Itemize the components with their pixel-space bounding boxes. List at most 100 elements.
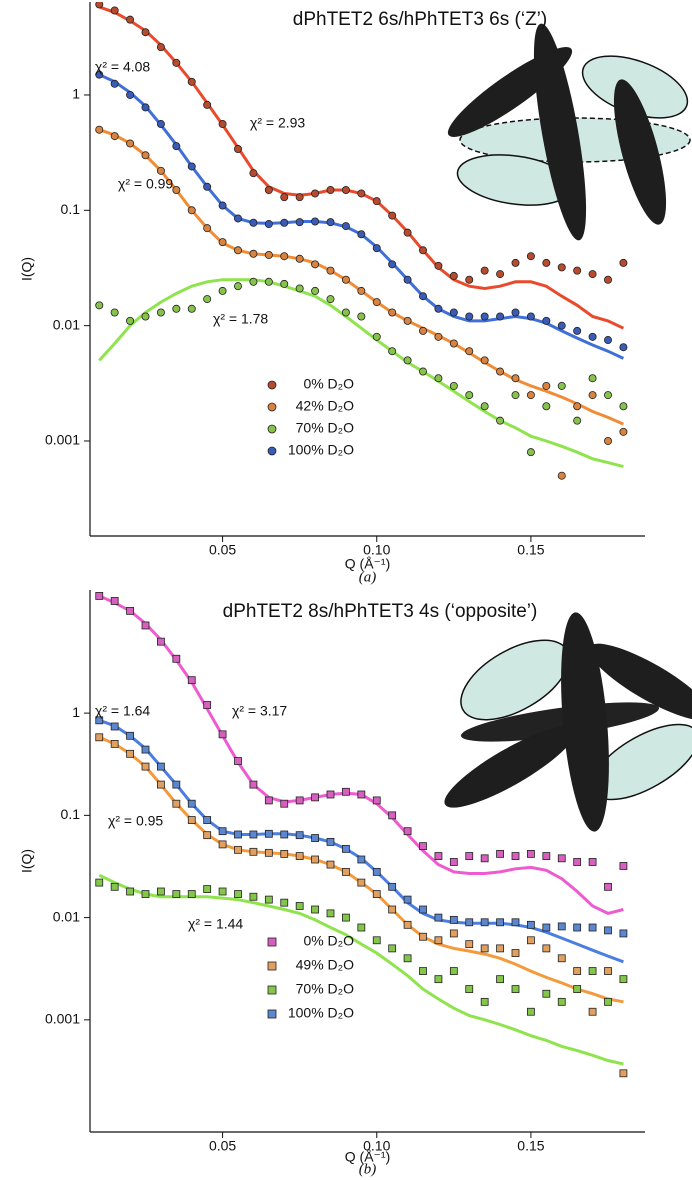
data-point (573, 923, 582, 932)
data-point (295, 902, 304, 910)
data-point (357, 286, 366, 295)
data-point (434, 332, 443, 341)
legend-marker (267, 985, 277, 995)
data-point (172, 654, 181, 663)
data-point (311, 217, 320, 226)
data-point (218, 201, 227, 210)
data-point (526, 252, 535, 261)
data-point (542, 258, 551, 267)
data-point (573, 858, 582, 866)
data-point (218, 238, 227, 247)
y-tick-label: 0.1 (61, 806, 81, 822)
data-point (480, 854, 489, 863)
data-point (573, 266, 582, 275)
data-point (496, 849, 504, 858)
data-point (141, 621, 150, 630)
data-point (233, 214, 242, 223)
legend-marker (267, 402, 277, 412)
data-point (619, 862, 628, 870)
data-point (126, 606, 134, 615)
data-point (480, 944, 489, 953)
data-point (588, 1007, 597, 1016)
data-point (604, 882, 612, 891)
data-point (357, 189, 366, 198)
data-point (110, 882, 119, 891)
data-point (126, 887, 134, 896)
data-point (573, 326, 582, 335)
data-point (311, 905, 319, 914)
data-point (588, 374, 597, 383)
legend-marker (267, 1009, 277, 1019)
data-point (110, 308, 119, 317)
data-point (557, 263, 566, 272)
legend-marker (267, 961, 277, 971)
data-point (418, 326, 427, 335)
legend-label: 70% D₂O (296, 981, 354, 997)
data-point (619, 929, 628, 938)
data-point (465, 940, 474, 949)
data-point (280, 252, 289, 261)
data-point (542, 402, 551, 411)
data-point (557, 954, 566, 963)
data-point (557, 381, 566, 390)
data-point (588, 858, 597, 866)
diagram-ring (533, 23, 587, 241)
data-point (280, 849, 289, 858)
y-tick-label: 0.1 (61, 201, 81, 217)
data-point (388, 944, 397, 953)
data-point (311, 834, 319, 842)
data-point (264, 220, 273, 229)
data-point (588, 923, 597, 932)
data-point (526, 448, 535, 457)
y-axis-label: I(Q) (19, 257, 35, 281)
y-tick-label: 0.001 (45, 432, 80, 448)
annotation: χ² = 1.64 (95, 703, 150, 719)
data-point (156, 43, 165, 52)
data-point (557, 997, 566, 1006)
data-point (418, 292, 427, 301)
data-point (218, 827, 227, 836)
legend-marker (267, 446, 277, 456)
annotation: χ² = 1.44 (188, 916, 243, 932)
data-point (187, 890, 196, 898)
data-point (341, 186, 350, 195)
data-point (619, 975, 628, 984)
data-point (187, 304, 196, 313)
data-point (172, 186, 181, 195)
data-point (403, 954, 412, 963)
data-point (141, 28, 150, 37)
data-point (311, 855, 319, 864)
data-point (388, 211, 397, 220)
data-point (542, 944, 551, 953)
data-point (264, 848, 273, 857)
diagram-ring (561, 612, 609, 832)
data-point (203, 295, 212, 304)
data-point (588, 332, 597, 341)
data-point (218, 840, 227, 849)
data-point (511, 985, 520, 993)
legend-marker (267, 424, 277, 434)
data-point (496, 312, 505, 321)
data-point (156, 166, 165, 175)
data-point (480, 918, 489, 927)
x-axis-label: Q (Å⁻¹) (345, 556, 391, 572)
data-point (557, 471, 566, 480)
data-point (604, 336, 613, 345)
data-point (203, 831, 212, 840)
chart-title: dPhTET2 6s/hPhTET3 6s (‘Z’) (293, 9, 547, 30)
legend-label: 42% D₂O (296, 398, 354, 414)
data-point (187, 206, 196, 215)
data-point (511, 949, 520, 957)
data-point (295, 852, 304, 860)
diagram-ring (588, 643, 692, 721)
data-point (95, 301, 104, 310)
data-point (434, 913, 443, 922)
data-point (604, 926, 612, 935)
legend-label: 100% D₂O (288, 442, 354, 458)
data-point (372, 796, 381, 805)
data-point (157, 637, 165, 646)
data-point (326, 860, 335, 869)
chart-title: dPhTET2 8s/hPhTET3 4s (‘opposite’) (223, 601, 538, 622)
data-point (203, 816, 212, 824)
